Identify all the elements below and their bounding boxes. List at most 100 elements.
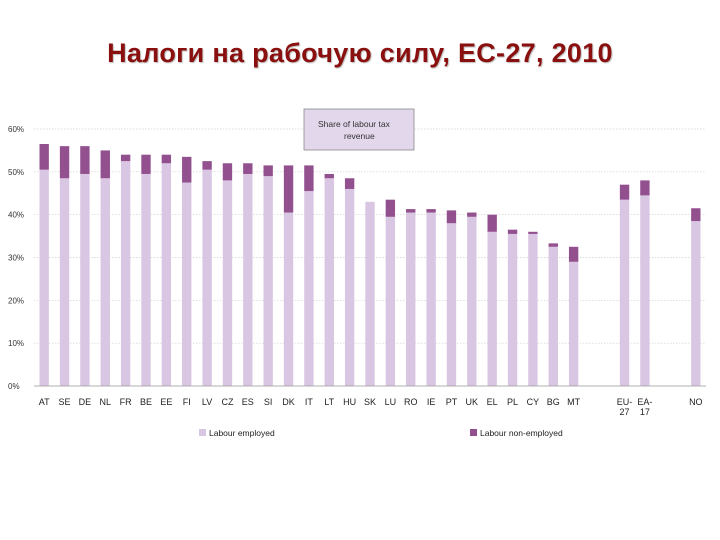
bar-labour-employed [385,216,396,386]
bar-labour-employed [528,233,538,386]
x-tick-label: PT [446,397,458,407]
x-tick-label: LV [202,397,212,407]
legend-label-labour-employed: Labour employed [209,428,275,438]
y-tick-label: 60% [8,125,24,134]
annotation-text-line-1: Share of labour tax [318,119,391,129]
bar-labour-non-employed [406,209,416,213]
legend-label-labour-non-employed: Labour non-employed [480,428,563,438]
bar-labour-non-employed [640,180,650,196]
bar-labour-non-employed [691,208,701,222]
bar-labour-employed [568,261,579,386]
annotation-box: Share of labour tax revenue [303,108,415,151]
bar-labour-employed [202,169,212,386]
x-tick-label: EE [160,397,172,407]
x-tick-label: DE [79,397,92,407]
bar-labour-non-employed [304,165,314,192]
bar-labour-non-employed [487,214,497,232]
x-tick-label: CZ [221,397,233,407]
bar-labour-employed [406,212,416,386]
x-tick-label: EU-27 [617,397,633,417]
bar-labour-employed [487,231,497,386]
bar-labour-non-employed [344,178,355,189]
bar-labour-non-employed [507,229,518,234]
bar-labour-employed [39,169,49,386]
x-tick-label: IT [305,397,314,407]
bar-labour-non-employed [141,154,151,174]
x-tick-label: FR [120,397,132,407]
bar-labour-non-employed [182,156,192,183]
bar-labour-employed [426,212,436,386]
bar-labour-non-employed [161,154,172,164]
bar-labour-employed [59,178,70,386]
bar-labour-non-employed [619,184,630,200]
bar-labour-non-employed [59,146,70,179]
x-tick-label: IE [427,397,436,407]
legend-swatch-labour-employed [199,429,206,436]
y-axis-ticks: 0% 10% 20% 30% 40% 50% 60% [8,125,24,391]
x-tick-label: FI [183,397,191,407]
bar-labour-non-employed [100,150,110,179]
x-tick-label: BG [547,397,560,407]
bar-labour-non-employed [202,161,212,170]
bar-labour-employed [619,199,630,386]
bar-labour-employed [640,195,650,386]
x-tick-label: NL [100,397,112,407]
bar-labour-non-employed [120,154,131,162]
bar-labour-non-employed [467,212,477,217]
bar-labour-employed [100,178,110,386]
legend-swatch-labour-non-employed [470,429,477,436]
x-tick-label: NO [689,397,703,407]
x-axis-labels: AT SE DE NL FR BE EE FI LV CZ ES SI DK IT LT HU SK LU RO IE… [39,397,703,417]
bar-labour-employed [446,223,457,386]
y-tick-label: 50% [8,168,24,177]
bar-labour-employed [80,173,90,386]
x-tick-label: SK [364,397,376,407]
bar-labour-employed [467,216,477,386]
bar-labour-non-employed [324,173,334,179]
y-tick-label: 20% [8,296,24,305]
bar-labour-non-employed [222,163,233,181]
bar-labour-non-employed [243,163,253,174]
x-tick-label: EL [487,397,498,407]
y-tick-label: 10% [8,339,24,348]
bar-labour-non-employed [283,165,294,213]
bar-labour-employed [365,201,375,386]
bar-labour-employed [263,176,273,386]
y-tick-label: 30% [8,254,24,263]
bar-labour-employed [182,182,192,386]
bar-labour-employed [161,163,172,386]
y-tick-label: 0% [8,382,20,391]
x-tick-label: UK [466,397,479,407]
bar-labour-employed [120,161,131,386]
bar-labour-non-employed [426,209,436,213]
bar-labour-employed [548,246,558,386]
x-tick-label: SE [59,397,71,407]
x-tick-label: AT [39,397,50,407]
bar-labour-employed [304,191,314,386]
x-tick-label: HU [343,397,356,407]
bar-labour-non-employed [548,243,558,247]
legend: Labour employed Labour non-employed [199,428,563,438]
bar-labour-employed [507,233,518,386]
x-tick-label: DK [282,397,295,407]
x-tick-label: PL [507,397,518,407]
x-tick-label: MT [567,397,580,407]
bar-labour-non-employed [385,199,396,217]
bars [39,143,701,386]
annotation-text-line-2: revenue [344,131,375,141]
bar-labour-non-employed [263,165,273,177]
bar-labour-employed [141,173,151,386]
bar-labour-employed [243,173,253,386]
x-tick-label: LT [324,397,334,407]
bar-labour-employed [283,212,294,386]
bar-labour-non-employed [528,231,538,234]
x-tick-label: SI [264,397,273,407]
x-tick-label: ES [242,397,254,407]
x-tick-label: LU [385,397,397,407]
x-tick-label: CY [527,397,540,407]
y-tick-label: 40% [8,211,24,220]
bar-labour-non-employed [568,246,579,262]
bar-labour-employed [691,221,701,386]
bar-labour-non-employed [39,143,49,170]
